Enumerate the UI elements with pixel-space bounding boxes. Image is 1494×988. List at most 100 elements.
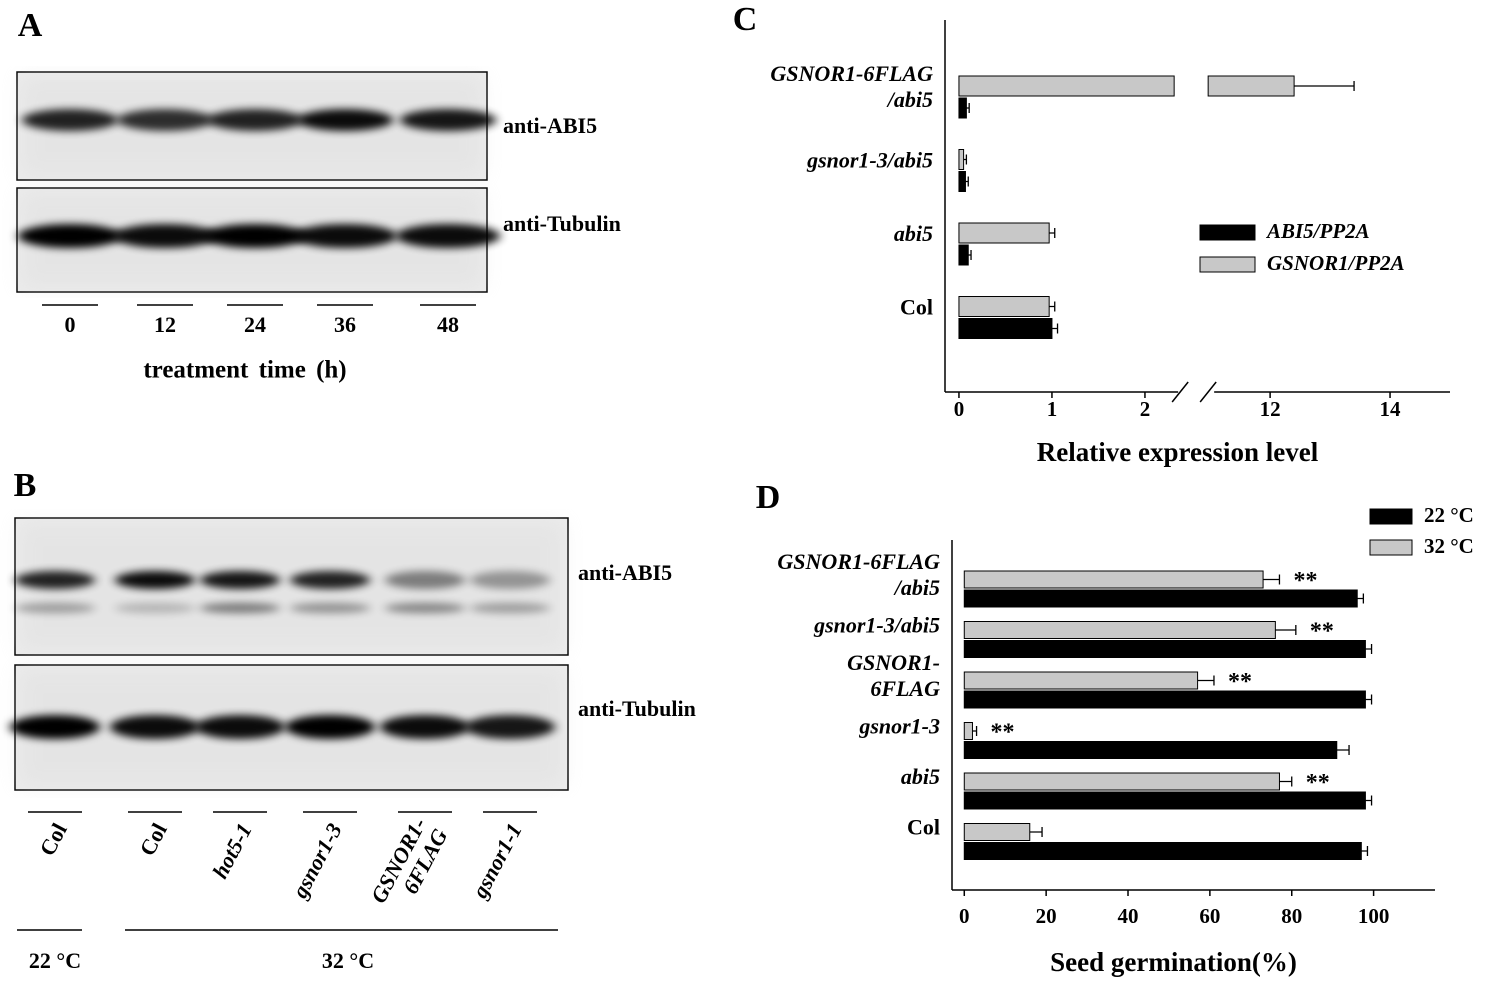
category-label: abi5 bbox=[901, 764, 940, 789]
band bbox=[110, 715, 200, 739]
lane-label: 24 bbox=[244, 312, 266, 337]
panel-label: B bbox=[14, 467, 37, 504]
band bbox=[285, 715, 375, 739]
band-faint bbox=[290, 602, 370, 614]
category-label: GSNOR1-6FLAG bbox=[847, 650, 940, 701]
bar bbox=[963, 772, 1280, 791]
x-tick-label: 40 bbox=[1118, 904, 1139, 928]
band-faint bbox=[115, 602, 195, 614]
x-tick-label: 80 bbox=[1281, 904, 1302, 928]
bar bbox=[963, 823, 1031, 841]
blot bbox=[14, 517, 569, 656]
axis-break bbox=[1171, 381, 1189, 403]
band-label: anti-ABI5 bbox=[503, 113, 597, 138]
band-label: anti-Tubulin bbox=[503, 211, 621, 236]
band bbox=[117, 109, 213, 131]
band-faint bbox=[200, 602, 280, 614]
x-tick-label: 60 bbox=[1199, 904, 1220, 928]
bar bbox=[958, 318, 1053, 339]
error-bar bbox=[1049, 301, 1056, 312]
blot bbox=[16, 71, 496, 181]
significance-label: ** bbox=[1306, 770, 1330, 796]
axis-break bbox=[1199, 381, 1217, 403]
band bbox=[400, 109, 496, 131]
band bbox=[203, 224, 307, 248]
band bbox=[113, 224, 217, 248]
x-tick-label: 1 bbox=[1047, 397, 1058, 421]
category-label: gsnor1-3/abi5 bbox=[813, 613, 940, 638]
legend-label: ABI5/PP2A bbox=[1265, 219, 1370, 243]
lane-label: Col bbox=[34, 819, 72, 860]
bar bbox=[958, 149, 965, 170]
band bbox=[385, 571, 465, 589]
error-bar bbox=[1029, 827, 1043, 837]
band bbox=[207, 109, 303, 131]
band bbox=[22, 109, 118, 131]
band bbox=[380, 715, 470, 739]
band bbox=[396, 224, 500, 248]
bar bbox=[963, 722, 973, 740]
bar bbox=[963, 621, 1276, 639]
band-faint bbox=[470, 602, 550, 614]
error-bar bbox=[963, 154, 968, 165]
error-bar bbox=[1279, 776, 1293, 787]
category-label: Col bbox=[900, 295, 933, 320]
legend-swatch bbox=[1369, 508, 1413, 525]
bar bbox=[963, 570, 1264, 589]
bar bbox=[958, 97, 967, 119]
band-faint bbox=[385, 602, 465, 614]
x-tick-label: 12 bbox=[1260, 397, 1281, 421]
error-bar bbox=[1049, 228, 1056, 238]
lane-label: hot5-1 bbox=[207, 819, 257, 883]
bar bbox=[958, 222, 1050, 244]
error-bar bbox=[1365, 644, 1373, 654]
x-tick-label: 0 bbox=[959, 904, 970, 928]
error-bar bbox=[1336, 745, 1350, 755]
legend-swatch bbox=[1369, 539, 1413, 556]
bar bbox=[963, 842, 1362, 860]
bar bbox=[958, 244, 969, 266]
error-bar bbox=[1365, 795, 1373, 806]
lane-label: 48 bbox=[437, 312, 459, 337]
group-label: 32 °C bbox=[322, 948, 374, 973]
error-bar bbox=[965, 176, 969, 187]
category-label: GSNOR1-6FLAG/abi5 bbox=[777, 549, 940, 600]
error-bar bbox=[1197, 675, 1215, 686]
blot-haze bbox=[19, 522, 564, 651]
panel-label: D bbox=[756, 479, 781, 516]
bar bbox=[958, 296, 1050, 317]
band bbox=[15, 571, 95, 589]
band bbox=[195, 715, 285, 739]
band-faint bbox=[15, 602, 95, 614]
band bbox=[18, 224, 122, 248]
error-bar bbox=[1263, 574, 1281, 585]
error-bar bbox=[1357, 593, 1365, 604]
error-bar bbox=[1051, 323, 1059, 334]
legend-swatch bbox=[1199, 256, 1256, 273]
bar bbox=[963, 690, 1366, 709]
category-label: Col bbox=[907, 815, 940, 840]
bar bbox=[963, 741, 1338, 759]
band bbox=[470, 571, 550, 589]
lane-label: GSNOR1-6FLAG bbox=[366, 813, 453, 918]
category-label: gsnor1-3/abi5 bbox=[806, 148, 933, 173]
x-axis-label: Seed germination(%) bbox=[1050, 947, 1297, 977]
x-tick-label: 100 bbox=[1358, 904, 1390, 928]
category-label: GSNOR1-6FLAG/abi5 bbox=[770, 61, 933, 112]
band bbox=[293, 224, 397, 248]
significance-label: ** bbox=[991, 720, 1015, 746]
error-bar bbox=[1294, 81, 1355, 91]
error-bar bbox=[1365, 694, 1373, 705]
bar bbox=[963, 640, 1366, 658]
bar bbox=[958, 171, 966, 192]
lane-label: 0 bbox=[65, 312, 76, 337]
significance-label: ** bbox=[1293, 568, 1317, 594]
x-tick-label: 14 bbox=[1380, 397, 1402, 421]
legend-label: 32 °C bbox=[1424, 534, 1474, 558]
bar bbox=[963, 671, 1199, 690]
band bbox=[465, 715, 555, 739]
band bbox=[115, 571, 195, 589]
x-tick-label: 20 bbox=[1036, 904, 1057, 928]
error-bar bbox=[972, 726, 978, 736]
x-axis-label: treatment time (h) bbox=[143, 357, 346, 384]
